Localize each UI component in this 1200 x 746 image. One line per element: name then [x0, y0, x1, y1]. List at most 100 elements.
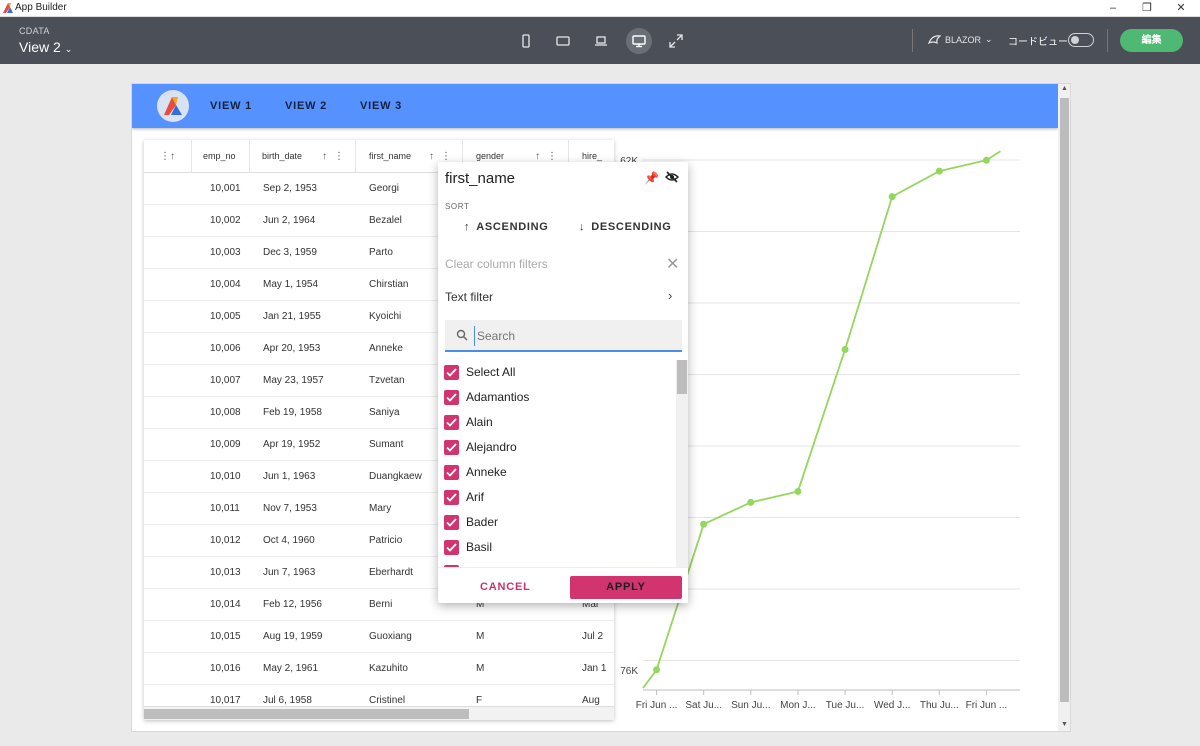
header-cell-emp-no[interactable]: emp_no [192, 140, 250, 173]
table-row[interactable]: 10,001 Sep 2, 1953 Georgi [144, 173, 614, 205]
cell-birth-date: Apr 20, 1953 [263, 343, 321, 354]
more-vert-icon[interactable]: ⋮ [334, 151, 344, 162]
code-view-toggle[interactable] [1068, 33, 1094, 47]
filter-list-item[interactable] [444, 562, 466, 567]
app-builder-logo-icon [3, 3, 13, 13]
cell-first-name: Kazuhito [369, 663, 408, 674]
checkbox-checked-icon[interactable] [444, 514, 459, 530]
table-row[interactable]: 10,007 May 23, 1957 Tzvetan [144, 365, 614, 397]
table-row[interactable]: 10,011 Nov 7, 1953 Mary [144, 493, 614, 525]
cell-birth-date: Jun 1, 1963 [263, 471, 316, 482]
table-row[interactable]: 10,002 Jun 2, 1964 Bezalel [144, 205, 614, 237]
sort-up-icon[interactable]: ↑ [429, 151, 434, 162]
checkbox-checked-icon[interactable] [444, 489, 459, 505]
nav-link-view-2[interactable]: VIEW 2 [285, 100, 328, 112]
filter-search-input[interactable] [474, 326, 674, 346]
sort-descending-button[interactable]: ↓ DESCENDING [579, 221, 672, 233]
view-selector[interactable]: View 2 ⌄ [19, 39, 72, 55]
filter-list-item[interactable]: Alejandro [444, 437, 517, 457]
more-vert-icon[interactable]: ⋮ [547, 151, 557, 162]
checkbox-checked-icon[interactable] [444, 564, 459, 567]
table-row[interactable]: 10,013 Jun 7, 1963 Eberhardt [144, 557, 614, 589]
table-row[interactable]: 10,010 Jun 1, 1963 Duangkaew [144, 461, 614, 493]
scroll-down-icon[interactable]: ▼ [1061, 721, 1068, 728]
sort-up-icon[interactable]: ↑ [535, 151, 540, 162]
checkbox-checked-icon[interactable] [444, 364, 459, 380]
table-row[interactable]: 10,006 Apr 20, 1953 Anneke [144, 333, 614, 365]
filter-list-scrollbar[interactable] [676, 360, 688, 567]
minimize-icon[interactable]: – [1109, 2, 1117, 14]
more-vert-icon[interactable]: ⋮ [441, 151, 451, 162]
filter-list-item[interactable]: Anneke [444, 462, 507, 482]
pin-icon[interactable]: 📌 [644, 171, 659, 185]
canvas-vertical-scrollbar[interactable]: ▲ ▼ [1058, 84, 1070, 731]
table-row[interactable]: 10,008 Feb 19, 1958 Saniya [144, 397, 614, 429]
nav-link-view-1[interactable]: VIEW 1 [210, 100, 253, 112]
x-tick-label: Sun Ju... [731, 700, 770, 711]
filter-list-item[interactable]: Basil [444, 537, 492, 557]
checkbox-checked-icon[interactable] [444, 464, 459, 480]
apply-button[interactable]: APPLY [570, 576, 682, 599]
hide-column-icon[interactable] [665, 170, 679, 184]
header-cell-first-name[interactable]: first_name ↑ ⋮ [356, 140, 463, 173]
checkbox-checked-icon[interactable] [444, 539, 459, 555]
more-vert-icon[interactable]: ⋮ [160, 151, 170, 162]
chevron-right-icon[interactable]: › [668, 288, 673, 303]
cell-emp-no: 10,009 [210, 439, 241, 450]
cell-hire-date: Jan 1 [582, 663, 607, 674]
text-filter-item[interactable]: Text filter [445, 290, 494, 304]
cell-emp-no: 10,011 [210, 503, 240, 514]
scroll-up-icon[interactable]: ▲ [1061, 85, 1068, 92]
filter-list-item[interactable]: Arif [444, 487, 484, 507]
filter-footer: CANCEL APPLY [438, 567, 688, 603]
table-row[interactable]: 10,015 Aug 19, 1959 Guoxiang M Jul 2 [144, 621, 614, 653]
table-row[interactable]: 10,012 Oct 4, 1960 Patricio [144, 525, 614, 557]
framework-selector[interactable]: BLAZOR ⌄ [928, 34, 993, 45]
laptop-view-button[interactable] [588, 28, 614, 54]
header-cell-hire-date[interactable]: hire_ [569, 140, 614, 173]
table-row[interactable]: 10,004 May 1, 1954 Chirstian [144, 269, 614, 301]
table-row[interactable]: 10,014 Feb 12, 1956 Berni M Mar [144, 589, 614, 621]
scrollbar-thumb[interactable] [1060, 98, 1069, 702]
table-row[interactable]: 10,003 Dec 3, 1959 Parto [144, 237, 614, 269]
desktop-view-button[interactable] [626, 28, 652, 54]
header-label: hire_ [582, 151, 603, 161]
sort-ascending-button[interactable]: ↑ ASCENDING [464, 221, 549, 233]
x-tick-label: Fri Jun ... [636, 700, 678, 711]
sort-up-icon[interactable]: ↑ [170, 151, 175, 162]
table-row[interactable]: 10,009 Apr 19, 1952 Sumant [144, 429, 614, 461]
nav-link-view-3[interactable]: VIEW 3 [360, 100, 403, 112]
filter-list-item[interactable]: Bader [444, 512, 498, 532]
filter-list-item[interactable]: Adamantios [444, 387, 529, 407]
edit-button[interactable]: 編集 [1120, 29, 1183, 52]
fullscreen-button[interactable] [663, 28, 689, 54]
x-tick-label: Sat Ju... [685, 700, 722, 711]
line-chart: 76K 62K Fri Jun ... Sat Ju... Sun Ju... Mon J… [620, 150, 1020, 711]
grid-horizontal-scrollbar[interactable] [144, 706, 614, 720]
clear-column-filters[interactable]: Clear column filters [445, 257, 548, 271]
header-cell-gender[interactable]: gender ↑ ⋮ [463, 140, 569, 173]
filter-list-item[interactable]: Alain [444, 412, 493, 432]
header-cell-birth-date[interactable]: birth_date ↑ ⋮ [250, 140, 356, 173]
filter-list-item[interactable]: Select All [444, 362, 515, 382]
phone-view-button[interactable] [513, 28, 539, 54]
scrollbar-thumb[interactable] [144, 709, 469, 719]
close-icon[interactable]: ✕ [1176, 2, 1186, 14]
restore-icon[interactable]: ❐ [1142, 2, 1152, 14]
scrollbar-thumb[interactable] [677, 360, 687, 394]
sort-ascending-label: ASCENDING [476, 221, 549, 233]
sort-up-icon[interactable]: ↑ [322, 151, 327, 162]
app-logo-icon[interactable] [157, 90, 189, 122]
cancel-button[interactable]: CANCEL [480, 581, 531, 593]
clear-filter-icon[interactable]: ✕ [666, 256, 680, 273]
table-row[interactable]: 10,016 May 2, 1961 Kazuhito M Jan 1 [144, 653, 614, 685]
checkbox-checked-icon[interactable] [444, 414, 459, 430]
tablet-view-button[interactable] [550, 28, 576, 54]
checkbox-checked-icon[interactable] [444, 389, 459, 405]
app-toolbar: CDATA View 2 ⌄ BLAZOR ⌄ コードビュー 編集 [0, 17, 1200, 64]
table-row[interactable]: 10,005 Jan 21, 1955 Kyoichi [144, 301, 614, 333]
checkbox-checked-icon[interactable] [444, 439, 459, 455]
data-point [841, 345, 849, 353]
cell-first-name: Duangkaew [369, 471, 422, 482]
data-point [653, 666, 661, 674]
